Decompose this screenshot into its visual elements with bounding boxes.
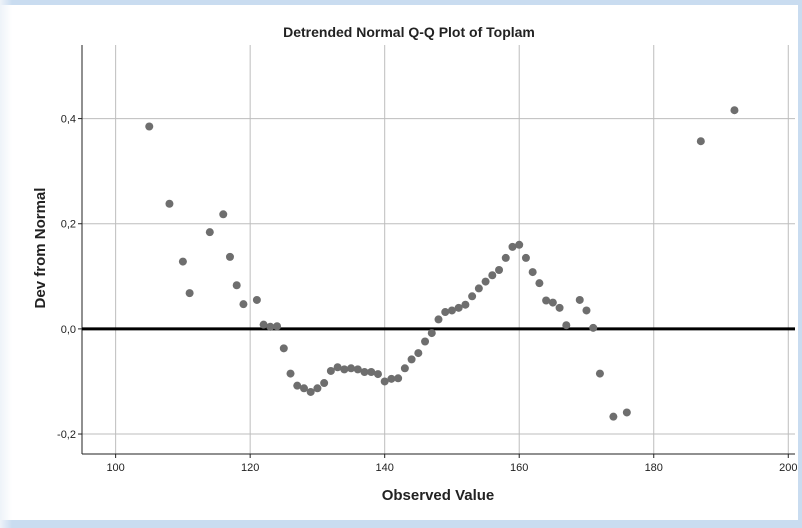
data-point <box>622 408 631 417</box>
data-point <box>299 384 308 393</box>
data-point <box>508 242 517 251</box>
data-point <box>481 277 490 286</box>
data-point <box>461 300 470 309</box>
data-point <box>468 292 477 301</box>
data-point <box>488 271 497 280</box>
data-point <box>360 367 369 376</box>
data-point <box>548 298 557 307</box>
data-point <box>447 306 456 315</box>
data-point <box>394 374 403 383</box>
data-point <box>542 296 551 305</box>
data-point <box>454 303 463 312</box>
data-point <box>434 315 443 324</box>
data-point <box>521 253 530 262</box>
data-point <box>414 349 423 358</box>
data-point <box>387 374 396 383</box>
data-point <box>252 295 261 304</box>
data-point <box>501 253 510 262</box>
x-tick-label: 140 <box>376 462 394 474</box>
chart-title: Detrended Normal Q-Q Plot of Toplam <box>283 24 535 40</box>
data-point <box>286 369 295 378</box>
data-point <box>400 364 409 373</box>
data-point <box>273 322 282 331</box>
tick-labels: 100 120 140 160 180 200 -0,2 0,0 0,2 0,4 <box>57 114 797 474</box>
data-point <box>333 363 342 372</box>
data-point <box>313 384 322 393</box>
axes <box>78 45 795 458</box>
data-point <box>165 199 174 208</box>
data-point <box>421 337 430 346</box>
data-point <box>266 322 275 331</box>
data-point <box>609 412 618 421</box>
data-point <box>306 387 315 396</box>
data-point <box>495 266 504 275</box>
data-point <box>293 381 302 390</box>
data-point <box>535 279 544 288</box>
side-shade <box>0 0 12 528</box>
y-tick-label: 0,4 <box>61 114 76 126</box>
y-tick-label: 0,2 <box>61 219 76 231</box>
data-point <box>279 344 288 353</box>
data-point <box>326 366 335 375</box>
x-axis-label: Observed Value <box>382 487 495 504</box>
data-point <box>225 252 234 261</box>
data-point <box>320 379 329 388</box>
data-point <box>353 365 362 374</box>
data-point <box>730 106 739 115</box>
data-point <box>380 377 389 386</box>
data-point <box>427 329 436 338</box>
data-point <box>373 370 382 379</box>
data-point <box>562 321 571 330</box>
data-point <box>205 228 214 237</box>
x-tick-label: 120 <box>241 462 259 474</box>
data-point <box>575 295 584 304</box>
data-point <box>145 122 154 131</box>
data-point <box>696 137 705 146</box>
grid-lines <box>82 45 795 454</box>
x-tick-label: 100 <box>106 462 124 474</box>
data-point <box>367 367 376 376</box>
data-point <box>340 365 349 374</box>
y-axis-label: Dev from Normal <box>32 188 49 309</box>
data-point <box>582 306 591 315</box>
data-point <box>347 364 356 373</box>
data-point <box>185 289 194 298</box>
data-point <box>528 268 537 277</box>
y-tick-label: 0,0 <box>61 324 76 336</box>
data-point <box>441 308 450 317</box>
data-point <box>407 355 416 364</box>
data-point <box>595 369 604 378</box>
data-point <box>589 323 598 332</box>
x-tick-label: 200 <box>779 462 797 474</box>
data-point <box>219 210 228 219</box>
data-point <box>474 284 483 293</box>
data-point <box>259 320 268 329</box>
x-tick-label: 160 <box>510 462 528 474</box>
data-point <box>239 300 248 309</box>
data-point <box>178 257 187 266</box>
x-tick-label: 180 <box>645 462 663 474</box>
y-tick-label: -0,2 <box>57 429 76 441</box>
data-point <box>232 281 241 290</box>
data-points <box>145 106 739 421</box>
data-point <box>555 303 564 312</box>
data-point <box>515 240 524 249</box>
